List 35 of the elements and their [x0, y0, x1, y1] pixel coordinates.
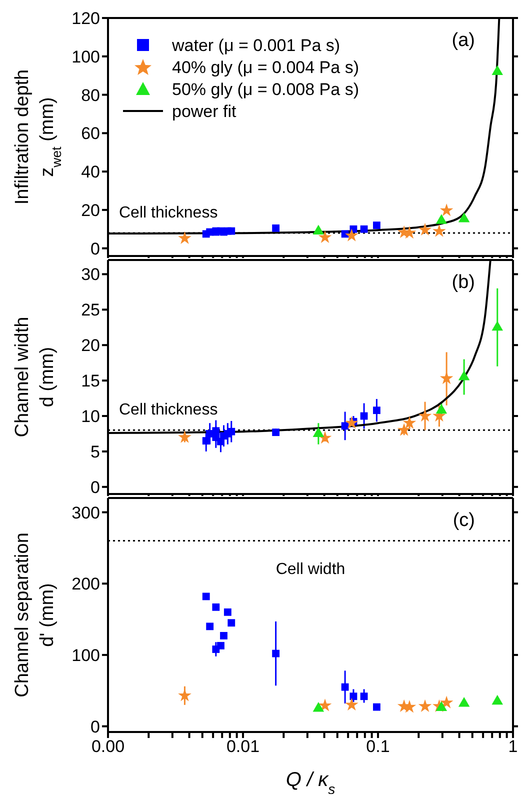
annotation: (b) — [452, 272, 475, 294]
legend-label: 40% gly (μ = 0.004 Pa s) — [172, 58, 359, 76]
ref-line-label: Cell thickness — [119, 402, 218, 419]
y-tick-label: 200 — [72, 574, 100, 594]
y-tick-label: 80 — [81, 86, 100, 105]
x-tick-label: 0.00 — [91, 737, 125, 756]
x-tick-label: 0.1 — [366, 737, 390, 756]
annotation: (c) — [452, 510, 475, 532]
y-tick-label: 60 — [81, 124, 100, 144]
legend-label: 50% gly (μ = 0.008 Pa s) — [172, 80, 359, 98]
y-tick-label: 15 — [81, 372, 100, 391]
ref-line-label: Cell thickness — [119, 204, 218, 222]
y-tick-label: 100 — [72, 47, 100, 66]
y-tick-label: 20 — [81, 336, 100, 356]
y-tick-label: 25 — [81, 300, 100, 320]
y-tick-label: 30 — [81, 265, 100, 284]
y-axis-title: Channel separation d' (mm) — [12, 532, 58, 698]
y-tick-label: 0 — [90, 239, 100, 258]
y-tick-label: 10 — [81, 407, 100, 426]
y-tick-label: 0 — [90, 717, 100, 736]
y-tick-label: 20 — [81, 200, 100, 220]
y-tick-label: 100 — [72, 646, 100, 665]
y-tick-label: 120 — [72, 9, 100, 28]
legend-label: water (μ = 0.001 Pa s) — [172, 36, 340, 54]
y-tick-label: 40 — [81, 162, 100, 182]
x-axis-title: Q / κ$_{s}$ — [286, 769, 336, 796]
x-tick-label: 1 — [508, 737, 518, 756]
y-tick-label: 5 — [90, 442, 100, 462]
y-tick-label: 300 — [72, 503, 100, 522]
legend-label: power fit — [172, 102, 236, 120]
y-axis-title: Channel width d (mm) — [12, 316, 58, 438]
x-tick-label: 0.01 — [226, 737, 260, 756]
ref-line-label: Cell width — [276, 560, 346, 578]
annotation: (a) — [452, 30, 475, 52]
y-tick-label: 0 — [90, 478, 100, 497]
